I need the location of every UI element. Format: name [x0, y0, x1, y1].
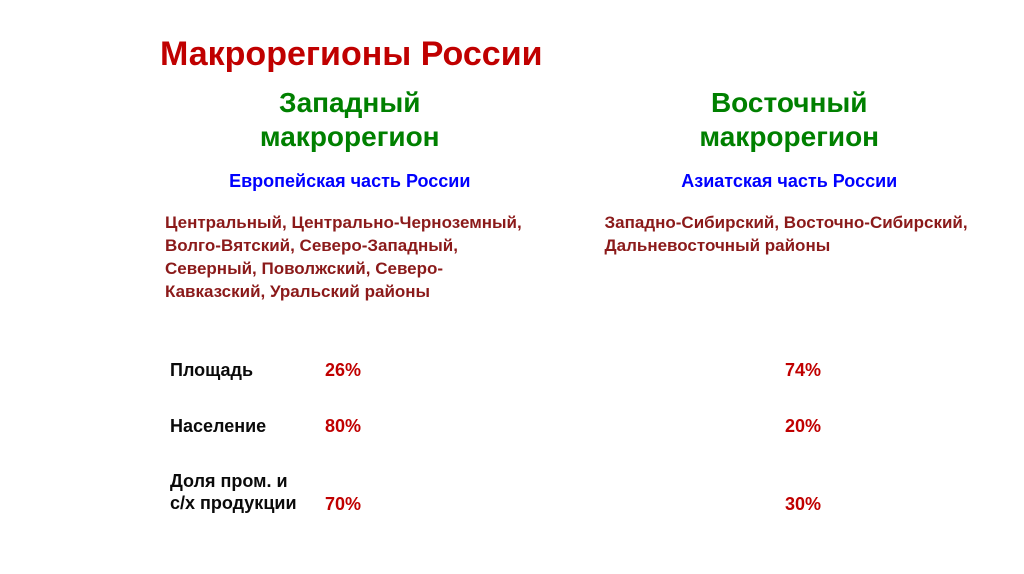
page-title: Макрорегионы России [160, 35, 974, 74]
stat-label-population: Население [170, 416, 325, 438]
stat-production-east: 30% [785, 494, 845, 515]
stat-production-west: 70% [325, 494, 415, 515]
stat-row-population: Население 80% 20% [170, 416, 974, 438]
west-header: Западный макрорегион [165, 86, 535, 153]
west-districts: Центральный, Центрально-Черноземный, Вол… [165, 212, 535, 332]
west-header-line2: макрорегион [260, 121, 440, 152]
stat-area-east: 74% [785, 360, 845, 382]
east-districts: Западно-Сибирский, Восточно-Сибирский, Д… [605, 212, 975, 332]
east-subtitle: Азиатская часть России [605, 171, 975, 192]
west-column: Западный макрорегион Европейская часть Р… [50, 86, 535, 360]
stat-row-area: Площадь 26% 74% [170, 360, 974, 382]
stat-row-production: Доля пром. и с/х продукции 70% 30% [170, 471, 974, 514]
east-column: Восточный макрорегион Азиатская часть Ро… [565, 86, 975, 360]
east-header: Восточный макрорегион [605, 86, 975, 153]
stat-label-area: Площадь [170, 360, 325, 382]
stat-label-production-line1: Доля пром. и [170, 471, 288, 491]
stat-label-production: Доля пром. и с/х продукции [170, 471, 325, 514]
east-header-line1: Восточный [711, 87, 868, 118]
west-subtitle: Европейская часть России [165, 171, 535, 192]
stat-population-west: 80% [325, 416, 415, 438]
stat-label-production-line2: с/х продукции [170, 493, 297, 513]
east-header-line2: макрорегион [699, 121, 879, 152]
stat-population-east: 20% [785, 416, 845, 438]
columns-container: Западный макрорегион Европейская часть Р… [50, 86, 974, 360]
stats-area: Площадь 26% 74% Население 80% 20% Доля п… [50, 360, 974, 514]
stat-area-west: 26% [325, 360, 415, 382]
west-header-line1: Западный [279, 87, 420, 118]
